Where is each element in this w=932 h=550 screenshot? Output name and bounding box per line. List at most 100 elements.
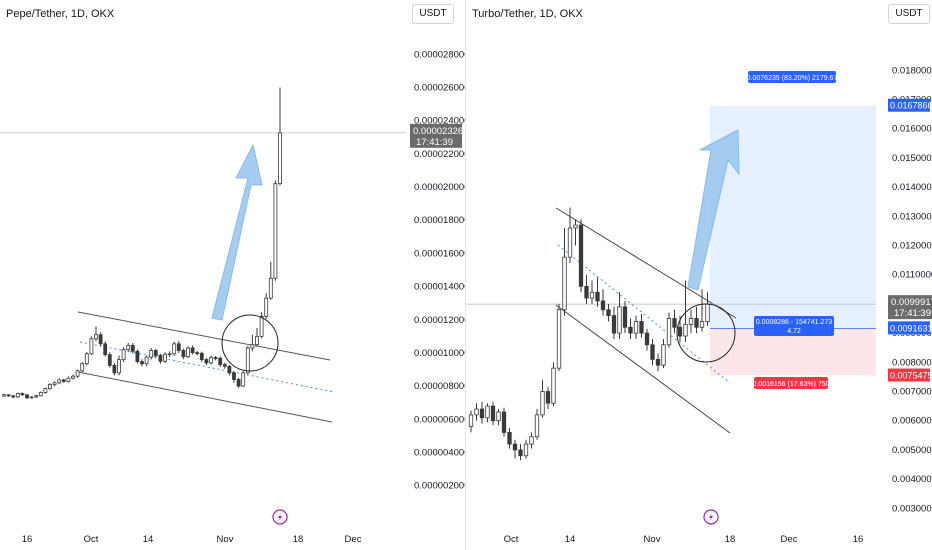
candle-body — [80, 363, 85, 372]
x-tick-label: Nov — [217, 534, 234, 545]
mid-label-line2: 4.72 — [787, 328, 801, 335]
candle-body — [523, 443, 529, 457]
mid-label-line1: 0.0008286 - 154741.273 — [756, 319, 832, 326]
candle-body — [518, 449, 523, 457]
candle-body — [15, 393, 20, 398]
left-chart-svg[interactable]: 0.0000280000.0000260000.0000240000.00002… — [0, 0, 466, 550]
countdown-text: 17:41:39 — [416, 137, 453, 148]
lightning-bolt — [709, 513, 713, 521]
target-label-box — [748, 71, 836, 83]
candle-body — [245, 347, 250, 374]
candle-body — [2, 394, 6, 397]
candle-body — [468, 414, 474, 427]
y-tick-label: 0.000004000 — [414, 448, 466, 459]
candle-body — [655, 358, 661, 366]
x-tick-label: Oct — [504, 534, 519, 545]
last-price-tag — [888, 295, 932, 320]
y-tick-label: 0.000026000 — [414, 82, 466, 93]
candle-body — [705, 303, 710, 322]
target-price-tag-box — [888, 98, 930, 112]
candle-body — [158, 355, 163, 362]
y-tick-label: 0.000002000 — [414, 481, 466, 492]
x-tick-label: 18 — [293, 534, 304, 545]
y-tick-label: 0.000014000 — [414, 282, 466, 293]
x-tick-label: 14 — [565, 534, 576, 545]
candle-body — [611, 315, 617, 334]
candle-body — [172, 343, 177, 355]
candle-body — [622, 306, 628, 328]
candle-body — [140, 361, 144, 365]
candle-body — [66, 377, 71, 382]
candle-body — [204, 359, 209, 364]
candle-body — [186, 347, 190, 357]
candle-body — [209, 357, 213, 364]
candle-body — [534, 414, 540, 438]
candle-body — [153, 350, 158, 356]
candle-body — [176, 343, 181, 351]
candle-body — [43, 388, 48, 393]
candle-body — [236, 379, 241, 387]
candle-body — [94, 334, 98, 340]
stop-label-box — [754, 377, 828, 389]
candle-body — [479, 408, 485, 419]
right-unit-button[interactable]: USDT — [888, 4, 930, 24]
candle-body — [6, 394, 11, 397]
panel-divider[interactable] — [465, 0, 466, 550]
candle-body — [213, 357, 218, 359]
candle-body — [121, 349, 126, 360]
candle-body — [75, 370, 80, 377]
x-tick-label: Nov — [644, 534, 661, 545]
lightning-icon — [272, 509, 288, 525]
candle-body — [595, 291, 600, 302]
stop-zone — [710, 328, 876, 376]
entry-price-tag: 0.0091631 — [890, 323, 932, 333]
candle-body — [34, 395, 39, 398]
candle-body — [11, 395, 16, 398]
candle-body — [57, 379, 62, 384]
candle-body — [130, 345, 135, 352]
candle-body — [567, 227, 573, 258]
y-tick-label: 0.0110000 — [892, 270, 932, 281]
x-tick-label: 16 — [853, 534, 864, 545]
y-tick-label: 0.000010000 — [414, 348, 466, 359]
candle-body — [578, 224, 584, 287]
candle-body — [617, 306, 622, 334]
candle-body — [606, 309, 611, 316]
candle-body — [633, 321, 639, 334]
y-tick-label: 0.000012000 — [414, 315, 466, 326]
candle-body — [107, 354, 112, 366]
lightning-icon — [703, 509, 719, 525]
candle-body — [29, 396, 34, 399]
right-chart-panel: 0.01800000.01700000.01600000.01500000.01… — [466, 0, 932, 550]
candle-body — [259, 316, 264, 337]
candle-body — [512, 443, 518, 451]
candle-body — [48, 384, 52, 390]
candle-body — [545, 391, 551, 404]
candle-body — [496, 411, 501, 422]
candle-body — [112, 364, 117, 374]
candle-body — [672, 318, 677, 328]
candle-body — [181, 350, 186, 357]
x-tick-label: Oct — [84, 534, 99, 545]
candle-body — [556, 309, 562, 369]
candle-body — [52, 382, 57, 385]
candle-body — [661, 344, 666, 366]
candle-body — [699, 321, 705, 328]
left-unit-button[interactable]: USDT — [412, 4, 454, 24]
candle-body — [644, 332, 650, 346]
right-chart-svg[interactable]: 0.01800000.01700000.01600000.01500000.01… — [466, 0, 932, 550]
candle-body — [190, 347, 195, 354]
candle-body — [20, 393, 25, 396]
channel-midline — [557, 244, 731, 384]
y-tick-label: 0.000018000 — [414, 215, 466, 226]
candle-body — [126, 345, 131, 351]
candle-body — [507, 431, 512, 445]
x-tick-label: Dec — [781, 534, 798, 545]
candle-body — [61, 379, 66, 382]
